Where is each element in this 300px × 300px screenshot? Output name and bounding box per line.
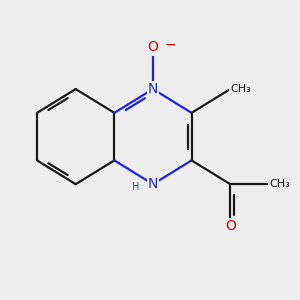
Text: CH₃: CH₃ [230,84,251,94]
Text: O: O [148,40,158,55]
Text: N: N [148,177,158,191]
Text: N: N [148,82,158,96]
Text: O: O [225,219,236,233]
Text: CH₃: CH₃ [269,179,290,189]
Text: H: H [132,182,140,192]
Text: −: − [165,38,176,52]
